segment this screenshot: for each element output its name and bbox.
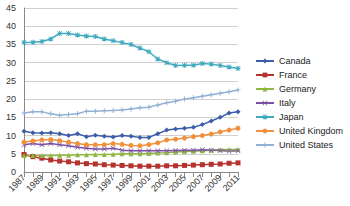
svg-text:Italy: Italy [279,98,296,108]
svg-text:1997: 1997 [95,172,116,193]
svg-text:25: 25 [6,76,16,86]
svg-text:2011: 2011 [221,172,242,193]
svg-text:1993: 1993 [60,172,81,193]
svg-text:Germany: Germany [279,84,317,94]
svg-text:2003: 2003 [149,172,170,193]
svg-text:United Kingdom: United Kingdom [279,126,343,136]
svg-text:2005: 2005 [167,172,188,193]
svg-text:35: 35 [6,39,16,49]
svg-text:Japan: Japan [279,112,304,122]
svg-text:France: France [279,70,307,80]
svg-text:45: 45 [6,3,16,13]
svg-text:20: 20 [6,94,16,104]
svg-text:1991: 1991 [42,172,63,193]
svg-text:5: 5 [11,149,16,159]
svg-text:2007: 2007 [185,172,206,193]
svg-text:30: 30 [6,58,16,68]
svg-text:1987: 1987 [6,172,27,193]
svg-text:2001: 2001 [131,172,152,193]
svg-text:10: 10 [6,131,16,141]
svg-text:0: 0 [11,167,16,177]
svg-text:Canada: Canada [279,56,311,66]
svg-text:United States: United States [279,140,334,150]
svg-text:2009: 2009 [202,172,223,193]
svg-text:40: 40 [6,21,16,31]
svg-text:15: 15 [6,112,16,122]
svg-text:1995: 1995 [78,172,99,193]
svg-text:1989: 1989 [24,172,45,193]
svg-text:1999: 1999 [113,172,134,193]
